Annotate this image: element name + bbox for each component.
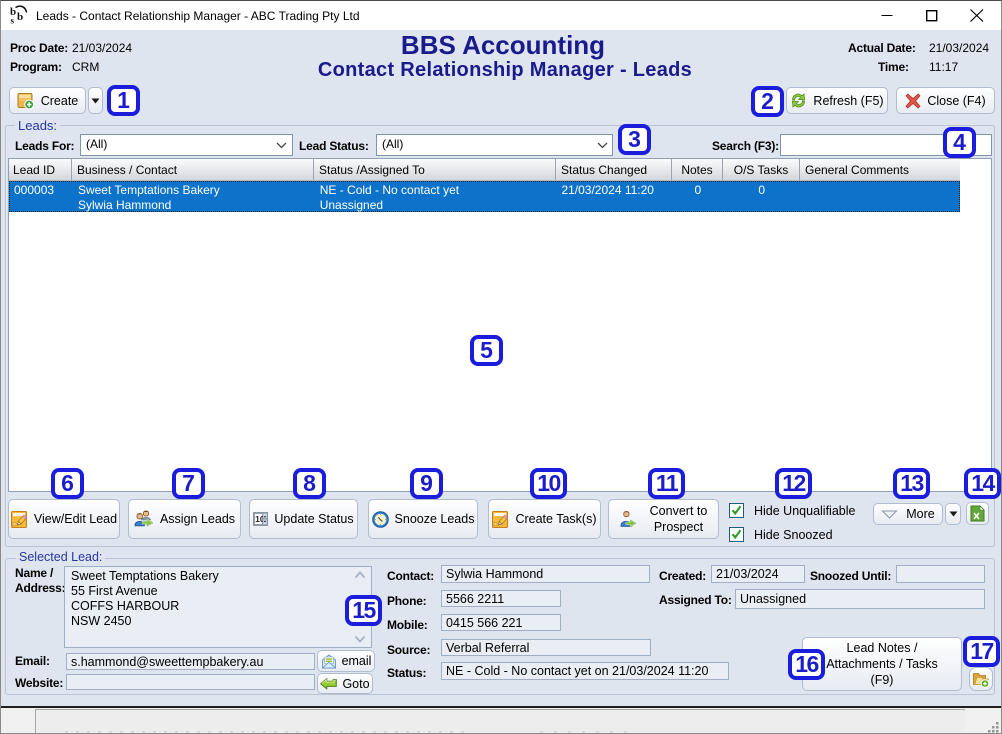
svg-text:10: 10	[255, 514, 265, 524]
svg-text:s: s	[11, 16, 15, 26]
svg-text:b: b	[10, 6, 16, 18]
svg-text:b: b	[17, 11, 23, 23]
